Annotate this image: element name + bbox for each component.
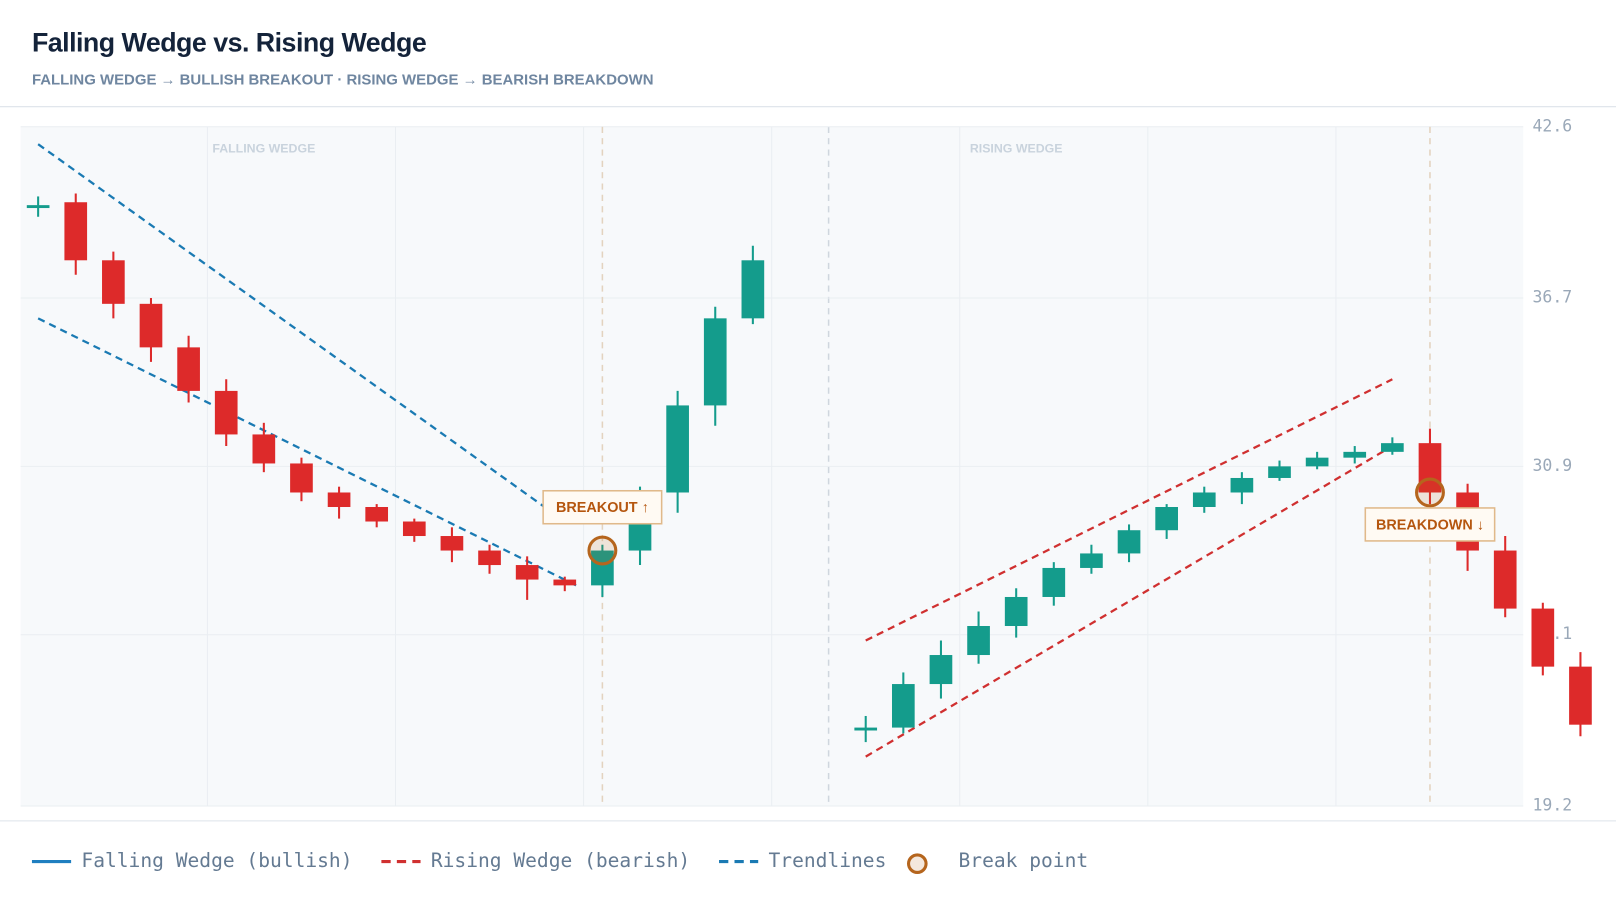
legend-label: Trendlines bbox=[769, 849, 887, 872]
candle-body bbox=[1230, 477, 1254, 493]
candle-body bbox=[327, 492, 351, 508]
candle-body bbox=[402, 521, 426, 537]
legend-swatch bbox=[906, 853, 928, 874]
annotation-box bbox=[542, 489, 663, 525]
candle-body bbox=[553, 579, 577, 586]
candle-body bbox=[1531, 608, 1555, 667]
annotation-text: BREAKOUT ↑ bbox=[556, 500, 649, 516]
candle-body bbox=[440, 536, 464, 551]
candle-body bbox=[628, 521, 652, 551]
candle-body bbox=[1305, 457, 1329, 467]
candle-body bbox=[1080, 553, 1103, 568]
candle-body bbox=[1493, 550, 1517, 609]
candle-body bbox=[64, 202, 88, 261]
y-tick-label: 42.6 bbox=[1533, 116, 1573, 135]
candle-body bbox=[1343, 451, 1367, 458]
y-tick-label: 19.2 bbox=[1533, 795, 1573, 814]
candle-body bbox=[177, 347, 200, 391]
candle-body bbox=[252, 434, 276, 464]
candle-body bbox=[139, 303, 163, 348]
candle-body bbox=[102, 260, 125, 304]
candle-body bbox=[967, 626, 990, 656]
candle-body bbox=[666, 405, 689, 493]
y-tick-label: 36.7 bbox=[1533, 288, 1573, 307]
candle-body bbox=[290, 463, 313, 493]
candle-body bbox=[891, 684, 915, 728]
chart-subtitle: FALLING WEDGE → BULLISH BREAKOUT · RISIN… bbox=[32, 72, 654, 89]
candle-body bbox=[214, 390, 238, 435]
annotation-box bbox=[1364, 507, 1496, 542]
candle-body bbox=[741, 260, 765, 319]
trendline bbox=[37, 317, 577, 587]
candle-body bbox=[365, 507, 389, 522]
candle-body bbox=[1192, 492, 1216, 508]
candle-body bbox=[854, 727, 878, 731]
candle-body bbox=[515, 565, 539, 580]
candle-body bbox=[1042, 567, 1066, 597]
candle-body bbox=[1004, 596, 1028, 627]
trendline bbox=[865, 445, 1393, 758]
candle-body bbox=[1117, 530, 1141, 554]
y-tick-label: 30.9 bbox=[1533, 456, 1573, 475]
chart-title: Falling Wedge vs. Rising Wedge bbox=[32, 28, 426, 58]
candle-body bbox=[591, 550, 614, 586]
legend-label: Break point bbox=[959, 849, 1089, 872]
break-point bbox=[1415, 477, 1445, 508]
candle-body bbox=[1268, 466, 1291, 478]
break-point bbox=[587, 535, 618, 566]
candle-body bbox=[26, 205, 50, 209]
candle-body bbox=[478, 550, 501, 566]
legend-label: Falling Wedge (bullish) bbox=[81, 849, 352, 872]
trendline bbox=[37, 143, 566, 523]
section-label: RISING WEDGE bbox=[970, 142, 1063, 156]
legend-label: Rising Wedge (bearish) bbox=[431, 849, 690, 872]
section-label: FALLING WEDGE bbox=[212, 142, 315, 156]
candle-body bbox=[703, 318, 727, 406]
candle-body bbox=[1155, 507, 1178, 531]
annotation-text: BREAKDOWN ↓ bbox=[1376, 517, 1484, 533]
candle-body bbox=[929, 655, 953, 685]
candle-body bbox=[1381, 443, 1404, 452]
candle-body bbox=[1569, 666, 1592, 725]
